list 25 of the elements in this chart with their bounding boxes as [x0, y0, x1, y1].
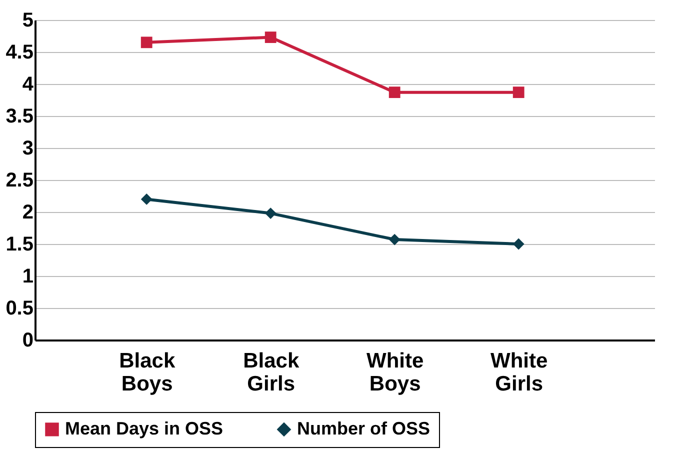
y-tick-label: 1 — [22, 266, 34, 288]
x-tick-label: Black Boys — [119, 350, 176, 396]
point — [512, 86, 524, 98]
y-tick-label: 3 — [22, 138, 34, 160]
y-tick-label: 0 — [22, 330, 34, 352]
point — [388, 234, 400, 246]
point — [388, 86, 400, 98]
point — [140, 36, 152, 48]
point — [264, 208, 276, 219]
x-tick-label: White Boys — [366, 350, 424, 396]
y-tick-label: 4.5 — [6, 42, 34, 64]
point — [264, 32, 276, 43]
y-tick-label: 4 — [22, 74, 34, 96]
legend-label: Mean Days in OSS — [65, 418, 224, 438]
y-tick-label: 0.5 — [6, 298, 34, 320]
point — [140, 194, 152, 205]
legend-label: Number of OSS — [297, 418, 430, 438]
y-tick-label: 3.5 — [6, 106, 34, 128]
point — [512, 238, 524, 250]
y-tick-label: 1.5 — [6, 234, 34, 256]
y-tick-label: 2.5 — [6, 170, 34, 192]
x-tick-label: Black Girls — [243, 350, 300, 396]
y-tick-label: 2 — [22, 202, 34, 224]
y-tick-label: 5 — [22, 10, 34, 32]
x-tick-label: White Girls — [490, 350, 548, 396]
